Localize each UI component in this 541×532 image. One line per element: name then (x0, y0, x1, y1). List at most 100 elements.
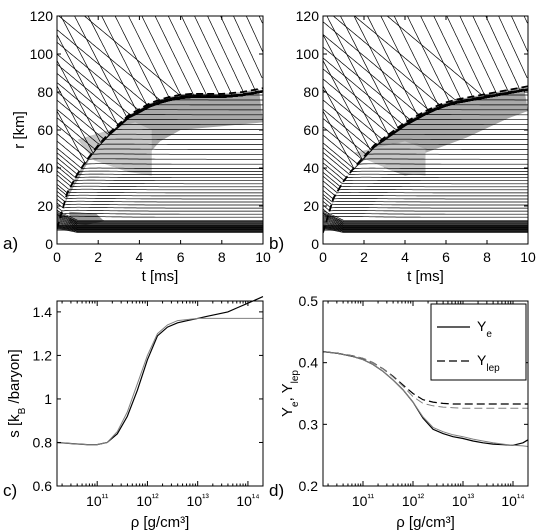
y-tick-label: 120 (296, 8, 320, 24)
infall-line (128, 16, 263, 99)
mass-shell-line (323, 167, 528, 185)
mass-shell-line (323, 197, 528, 206)
mass-shell-line (57, 224, 263, 231)
infall-line (220, 16, 263, 92)
tick-exponent: ¹² (152, 493, 159, 504)
tick-exponent: ¹⁴ (252, 493, 260, 504)
mass-shell-line (323, 147, 528, 172)
mass-shell-line (57, 209, 263, 215)
mass-shell-line (57, 82, 263, 130)
mass-shell-line (354, 16, 528, 101)
panel-letter: b) (269, 234, 284, 253)
mass-shell-line (57, 213, 263, 223)
shock-radius-line (57, 87, 263, 230)
mass-shell-line (323, 175, 528, 191)
mass-shell-line (57, 29, 263, 106)
mass-shell-line (323, 78, 528, 135)
tick-exponent: ¹³ (202, 493, 209, 504)
mass-shell-line (323, 118, 528, 155)
shaded-region (69, 211, 105, 225)
mass-shell-line (323, 46, 528, 121)
mass-shell-line (57, 162, 263, 179)
mass-shell-line (57, 226, 263, 233)
panel-letter: c) (3, 481, 17, 500)
mass-shell-line (323, 126, 528, 160)
y-tick-label: 0 (311, 236, 319, 252)
x-axis-label: t [ms] (407, 268, 444, 285)
mass-shell-line (323, 21, 528, 111)
mass-shell-line (57, 117, 263, 150)
tick-exponent: ¹¹ (367, 493, 374, 504)
infall-line (114, 16, 263, 102)
series-line-y-lep-2 (322, 351, 528, 405)
axes-frame (56, 300, 264, 487)
mass-shell-line (323, 204, 528, 212)
tick-base: 10 (136, 493, 152, 509)
mass-shell-line (57, 219, 263, 227)
mass-shell-line (323, 218, 528, 227)
infall-line (511, 16, 528, 52)
mass-shell-line (323, 214, 528, 224)
y-tick-label: 40 (303, 160, 319, 176)
y-axis-label: s [kB /baryon] (6, 349, 28, 437)
infall-line (498, 16, 528, 79)
mass-shell-line (57, 191, 263, 200)
mass-shell-line (323, 194, 528, 203)
mass-shell-line (57, 214, 263, 224)
infall-line (420, 16, 528, 101)
mass-shell-line (57, 170, 263, 185)
mass-shell-line (323, 224, 528, 231)
mass-shell-line (323, 213, 528, 223)
infall-line (181, 16, 263, 96)
mass-shell-line (323, 99, 528, 145)
mass-shell-line (323, 220, 528, 228)
label-subscript: lep (486, 363, 500, 374)
infall-line (523, 16, 528, 24)
mass-shell-line (57, 224, 263, 231)
tick-base: 10 (452, 493, 468, 509)
x-tick-label: 6 (442, 249, 450, 265)
plot-area (323, 16, 528, 233)
mass-shell-line (57, 213, 263, 218)
mass-shell-line (57, 212, 263, 223)
y-tick-label: 0 (45, 236, 53, 252)
mass-shell-line (323, 142, 528, 169)
mass-shell-line (323, 225, 528, 232)
infall-line (207, 16, 263, 95)
x-tick-label: 2 (360, 249, 368, 265)
mass-shell-line (323, 224, 528, 231)
infall-line (245, 16, 263, 52)
mass-shell-line (57, 215, 263, 225)
mass-shell-line (323, 208, 528, 215)
tick-base: 10 (187, 493, 203, 509)
x-tick-label: 8 (218, 249, 226, 265)
tick-base: 10 (236, 493, 252, 509)
y-tick-label: 1 (44, 391, 52, 407)
mass-shell-line (57, 211, 263, 222)
tick-base: 10 (352, 493, 368, 509)
y-tick-label: 20 (303, 198, 319, 214)
infall-line (258, 16, 263, 24)
y-axis-label: r [km] (11, 111, 28, 149)
mass-shell-line (57, 109, 263, 145)
mass-shell-line (57, 179, 263, 191)
x-tick-label: 4 (136, 249, 144, 265)
label-part: /baryon] (6, 349, 23, 407)
mass-shell-line (57, 91, 263, 135)
mass-shell-line (323, 157, 528, 179)
y-tick-label: 1.4 (33, 304, 53, 320)
x-tick-label: 4 (401, 249, 409, 265)
mass-shell-line (57, 218, 263, 227)
y-tick-label: 60 (303, 122, 319, 138)
mass-shell-line (323, 162, 528, 182)
series-line-y-lep-3 (322, 351, 528, 409)
mass-shell-line (323, 223, 528, 230)
y-tick-label: 60 (37, 122, 53, 138)
label-part: s [k (6, 414, 23, 438)
x-tick-label: 10¹² (402, 493, 425, 510)
mass-shell-line (323, 201, 528, 209)
label-part: Y (477, 352, 487, 368)
mass-shell-line (323, 219, 528, 227)
